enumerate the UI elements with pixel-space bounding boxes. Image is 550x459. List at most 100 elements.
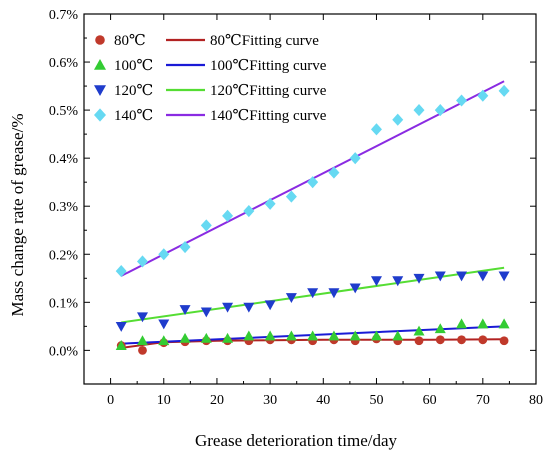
data-point-series-2 — [285, 293, 297, 304]
legend-marker-0 — [95, 35, 105, 45]
data-point-series-3 — [349, 152, 361, 165]
data-point-series-3 — [222, 209, 234, 222]
data-point-series-1 — [456, 318, 468, 329]
y-tick-label: 0.1% — [49, 296, 79, 311]
data-point-series-2 — [179, 305, 191, 316]
data-point-series-3 — [179, 241, 191, 254]
data-point-series-2 — [264, 300, 276, 311]
data-point-series-3 — [328, 166, 340, 179]
x-tick-label: 10 — [157, 393, 171, 408]
data-point-series-0 — [499, 336, 509, 346]
data-point-series-1 — [136, 335, 148, 346]
legend-label-3: 140℃ — [114, 108, 153, 124]
data-point-series-1 — [264, 330, 276, 341]
data-point-series-0 — [457, 335, 466, 345]
x-tick-label: 0 — [107, 393, 114, 408]
x-tick-label: 50 — [369, 393, 383, 408]
data-point-series-1 — [434, 323, 446, 334]
legend: 80℃ 80℃Fitting curve 100℃ 100℃Fitting curve… — [94, 33, 327, 124]
x-tick-label: 70 — [476, 393, 490, 408]
data-point-series-1 — [179, 332, 191, 343]
data-point-series-1 — [222, 332, 234, 343]
data-point-series-1 — [285, 330, 297, 341]
y-tick-label: 0.4% — [49, 152, 79, 167]
data-point-series-3 — [307, 176, 319, 189]
legend-label-0: 80℃ — [114, 33, 146, 49]
data-point-series-2 — [434, 271, 446, 282]
y-tick-label: 0.7% — [49, 8, 79, 23]
data-point-series-2 — [456, 271, 468, 282]
plot-frame — [83, 13, 537, 385]
data-point-series-3 — [456, 94, 468, 107]
x-tick-label: 40 — [316, 393, 330, 408]
data-point-series-1 — [498, 318, 510, 329]
data-point-series-3 — [413, 104, 425, 117]
data-point-series-1 — [392, 330, 404, 341]
x-tick-label: 30 — [263, 393, 277, 408]
x-tick-label: 60 — [423, 393, 437, 408]
data-point-series-3 — [158, 248, 170, 261]
data-point-series-2 — [392, 276, 404, 287]
data-point-series-1 — [115, 340, 127, 350]
data-point-series-0 — [138, 345, 147, 355]
legend-fit-label-1: 100℃Fitting curve — [210, 58, 327, 74]
data-point-series-1 — [349, 330, 361, 341]
data-point-series-3 — [477, 89, 489, 102]
data-point-series-1 — [477, 318, 489, 329]
legend-label-1: 100℃ — [114, 58, 153, 74]
data-point-series-3 — [285, 190, 297, 203]
data-point-series-1 — [158, 335, 170, 346]
data-point-series-2 — [307, 288, 319, 299]
data-point-series-1 — [307, 330, 319, 341]
legend-fit-label-3: 140℃Fitting curve — [210, 108, 327, 124]
data-point-series-2 — [477, 271, 489, 282]
data-point-series-3 — [200, 219, 212, 232]
x-tick-label: 20 — [210, 393, 224, 408]
data-point-series-0 — [478, 335, 488, 345]
legend-marker-1 — [94, 59, 106, 70]
data-point-series-2 — [370, 276, 382, 287]
data-point-series-2 — [413, 273, 425, 284]
y-tick-label: 0.0% — [49, 344, 79, 359]
data-point-series-2 — [136, 312, 148, 323]
data-point-series-2 — [349, 283, 361, 294]
data-point-series-3 — [136, 255, 148, 268]
data-point-series-1 — [328, 330, 340, 341]
y-tick-label: 0.3% — [49, 200, 79, 215]
legend-label-2: 120℃ — [114, 83, 153, 99]
data-point-series-2 — [222, 302, 234, 313]
data-point-series-0 — [414, 336, 424, 346]
legend-fit-label-2: 120℃Fitting curve — [210, 83, 327, 99]
legend-marker-3 — [94, 108, 106, 122]
data-point-series-3 — [498, 84, 510, 97]
legend-marker-2 — [94, 85, 106, 96]
data-point-series-2 — [243, 302, 255, 313]
legend-fit-label-0: 80℃Fitting curve — [210, 33, 319, 49]
data-point-series-3 — [392, 113, 404, 126]
data-point-series-3 — [370, 123, 382, 136]
data-point-series-3 — [264, 197, 276, 210]
data-point-series-2 — [200, 307, 212, 318]
y-tick-label: 0.2% — [49, 248, 79, 263]
data-point-series-3 — [243, 204, 255, 218]
y-tick-label: 0.5% — [49, 104, 79, 119]
data-point-series-1 — [370, 330, 382, 341]
x-axis-label: Grease deterioration time/day — [195, 431, 398, 450]
axes: 0 10 20 30 40 50 60 70 80 0.0% 0.1% 0.2% 0.3% 0.4% 0.5… — [49, 8, 543, 408]
data-point-series-1 — [413, 325, 425, 336]
data-markers — [115, 84, 510, 355]
y-tick-label: 0.6% — [49, 56, 79, 71]
data-point-series-2 — [498, 271, 510, 282]
data-point-series-3 — [434, 104, 446, 117]
data-point-series-2 — [158, 319, 170, 330]
data-point-series-2 — [115, 321, 127, 332]
x-tick-label: 80 — [529, 393, 543, 408]
data-point-series-1 — [200, 332, 212, 343]
data-point-series-0 — [435, 335, 445, 345]
data-point-series-1 — [243, 330, 255, 341]
data-point-series-3 — [115, 265, 127, 278]
data-point-series-2 — [328, 288, 340, 299]
y-axis-label: Mass change rate of grease/% — [8, 114, 27, 317]
